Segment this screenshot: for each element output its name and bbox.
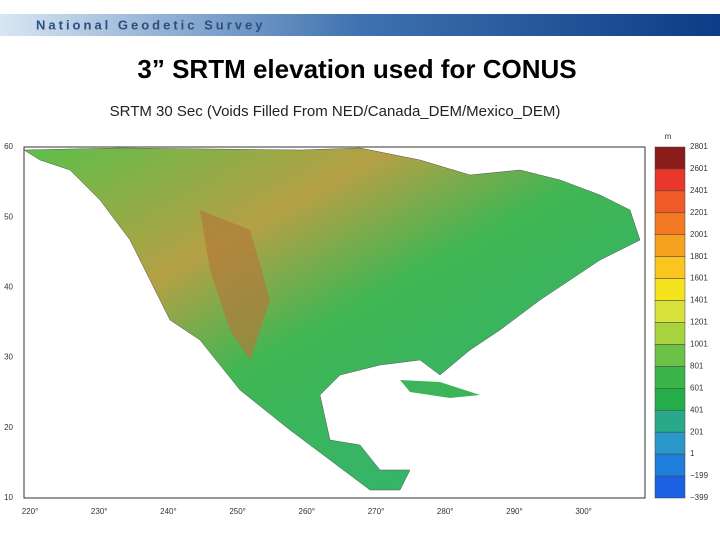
map-title: SRTM 30 Sec (Voids Filled From NED/Canad… bbox=[110, 103, 561, 120]
longitude-label: 240° bbox=[160, 507, 177, 516]
colorbar-cell bbox=[654, 234, 686, 257]
longitude-label: 220° bbox=[22, 507, 39, 516]
colorbar-cell bbox=[654, 212, 686, 235]
colorbar-cell bbox=[654, 146, 686, 170]
organization: National Geodetic Survey bbox=[36, 17, 266, 32]
slide-title: 3” SRTM elevation used for CONUS bbox=[137, 54, 576, 84]
colorbar-cell bbox=[654, 190, 686, 214]
colorbar-label: 1801 bbox=[690, 252, 708, 261]
longitude-label: 230° bbox=[91, 507, 108, 516]
longitude-label: 280° bbox=[437, 507, 454, 516]
latitude-label: 10 bbox=[4, 493, 13, 502]
colorbar-label: −399 bbox=[690, 493, 709, 502]
colorbar-label: 1401 bbox=[690, 296, 708, 305]
colorbar-label: 2601 bbox=[690, 164, 708, 173]
colorbar-cell bbox=[654, 431, 686, 455]
colorbar-cell bbox=[654, 453, 686, 477]
longitude-label: 270° bbox=[368, 507, 385, 516]
colorbar-label: 201 bbox=[690, 427, 704, 436]
colorbar-cell bbox=[654, 322, 686, 345]
longitude-label: 250° bbox=[229, 507, 246, 516]
colorbar-label: 1001 bbox=[690, 340, 708, 349]
colorbar-label: 401 bbox=[690, 405, 704, 414]
colorbar-label: 2001 bbox=[690, 230, 708, 239]
land bbox=[23, 147, 641, 491]
colorbar-cell bbox=[654, 278, 686, 301]
longitude-label: 290° bbox=[506, 507, 523, 516]
colorbar-label: 2801 bbox=[690, 142, 708, 151]
colorbar-cell bbox=[654, 366, 686, 389]
colorbar-cell bbox=[654, 300, 686, 323]
colorbar-cell bbox=[654, 168, 686, 192]
latitude-label: 40 bbox=[4, 283, 13, 292]
longitude-label: 300° bbox=[575, 507, 592, 516]
colorbar-cell bbox=[654, 475, 686, 499]
colorbar-cell bbox=[654, 410, 686, 433]
colorbar-cell bbox=[654, 256, 686, 279]
longitude-label: 260° bbox=[299, 507, 316, 516]
colorbar-label: −199 bbox=[690, 471, 709, 480]
mountains bbox=[200, 210, 270, 360]
colorbar-label: 1 bbox=[690, 449, 695, 458]
colorbar-unit: m bbox=[665, 132, 672, 141]
map bbox=[23, 146, 646, 499]
latitude-label: 50 bbox=[4, 212, 13, 221]
cuba bbox=[400, 380, 480, 398]
colorbar-label: 2401 bbox=[690, 186, 708, 195]
colorbar-label: 1601 bbox=[690, 274, 708, 283]
colorbar-label: 801 bbox=[690, 361, 704, 370]
colorbar-cell bbox=[654, 344, 686, 367]
colorbar-label: 1201 bbox=[690, 318, 708, 327]
latitude-label: 20 bbox=[4, 423, 13, 432]
colorbar-cell bbox=[654, 388, 686, 411]
colorbar-label: 2201 bbox=[690, 208, 708, 217]
latitude-label: 30 bbox=[4, 353, 13, 362]
colorbar-label: 601 bbox=[690, 383, 704, 392]
latitude-label: 60 bbox=[4, 142, 13, 151]
header-bar bbox=[0, 14, 720, 36]
